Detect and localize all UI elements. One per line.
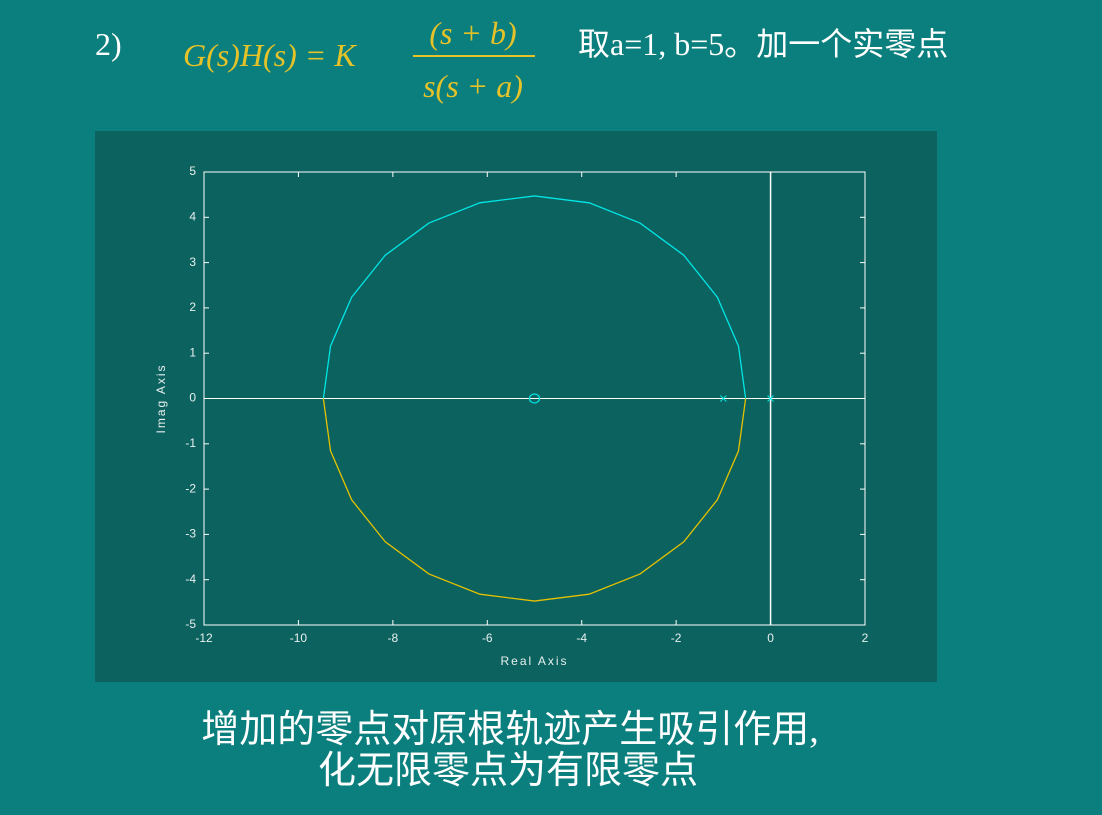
y-tick-label: 2	[189, 300, 196, 314]
x-tick-label: -4	[576, 631, 587, 645]
caption-line: 化无限零点为有限零点	[318, 750, 698, 792]
y-tick-label: 5	[189, 164, 196, 178]
x-tick-label: 2	[862, 631, 869, 645]
y-tick-label: -3	[185, 527, 196, 541]
y-tick-label: 4	[189, 209, 196, 223]
plot-panel	[95, 131, 937, 682]
caption-line: 增加的零点对原根轨迹产生吸引作用,	[201, 709, 819, 751]
y-tick-label: -1	[185, 436, 196, 450]
y-tick-label: 1	[189, 345, 196, 359]
x-tick-label: -8	[388, 631, 399, 645]
y-tick-label: -2	[185, 481, 196, 495]
formula-lhs: G(s)H(s) = K	[183, 37, 357, 73]
pole-marker	[767, 395, 774, 402]
y-axis-label: Imag Axis	[154, 363, 168, 433]
x-axis-label: Real Axis	[500, 654, 568, 668]
x-tick-label: -2	[671, 631, 682, 645]
y-tick-label: -4	[185, 572, 196, 586]
locus-branch	[322, 195, 747, 399]
y-tick-label: -5	[185, 617, 196, 631]
formula-numerator: (s + b)	[429, 15, 516, 51]
x-tick-label: -12	[195, 631, 213, 645]
item-number: 2)	[95, 26, 122, 62]
zero-marker	[528, 393, 541, 404]
pole-marker	[720, 395, 727, 402]
y-tick-label: 3	[189, 255, 196, 269]
x-tick-label: 0	[767, 631, 774, 645]
x-tick-label: -6	[482, 631, 493, 645]
locus-branch	[322, 398, 747, 602]
y-tick-label: 0	[189, 391, 196, 405]
x-tick-label: -10	[290, 631, 308, 645]
formula-denominator: s(s + a)	[423, 68, 523, 104]
note: 取a=1, b=5。加一个实零点	[578, 26, 948, 62]
